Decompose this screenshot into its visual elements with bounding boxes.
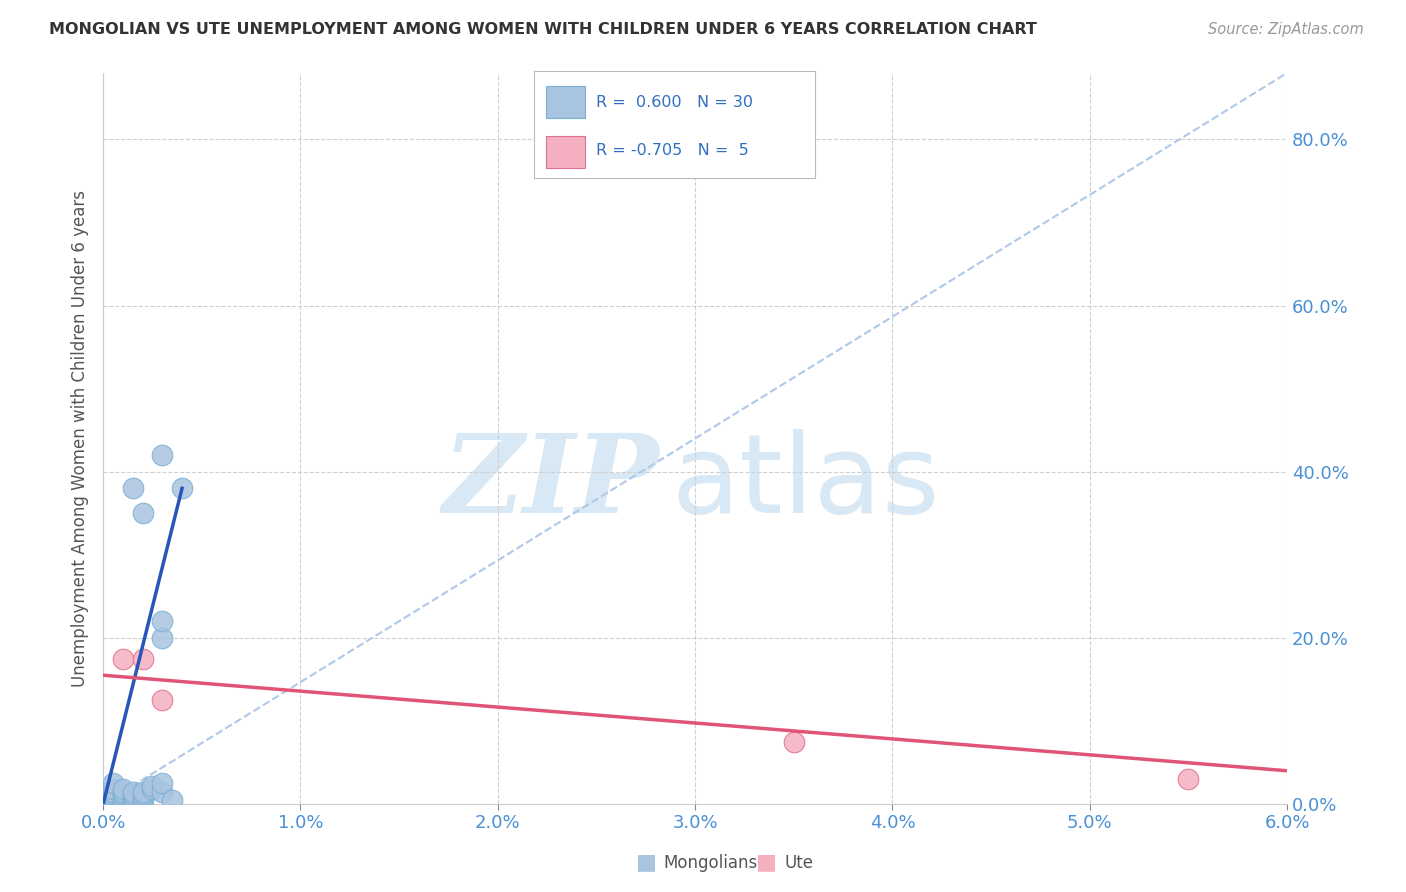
Point — [121, 793, 143, 807]
Text: R = -0.705   N =  5: R = -0.705 N = 5 — [596, 143, 749, 158]
Point — [111, 793, 134, 807]
Point — [150, 448, 173, 462]
Point — [111, 787, 134, 801]
Text: ZIP: ZIP — [443, 428, 659, 536]
Point — [170, 481, 193, 495]
Point — [783, 734, 806, 748]
Point — [150, 631, 173, 645]
Point — [121, 481, 143, 495]
Point — [131, 651, 153, 665]
Text: atlas: atlas — [672, 429, 941, 536]
Point — [111, 790, 134, 805]
Point — [150, 693, 173, 707]
Point — [150, 614, 173, 628]
Point — [150, 776, 173, 790]
Point — [121, 787, 143, 801]
Point — [150, 784, 173, 798]
Point — [101, 793, 124, 807]
Point — [141, 779, 163, 793]
Text: ■: ■ — [637, 853, 657, 872]
Point — [131, 506, 153, 520]
Text: R =  0.600   N = 30: R = 0.600 N = 30 — [596, 95, 754, 110]
Point — [1177, 772, 1199, 786]
Point — [131, 793, 153, 807]
Text: Source: ZipAtlas.com: Source: ZipAtlas.com — [1208, 22, 1364, 37]
Point — [141, 782, 163, 797]
Point — [101, 784, 124, 798]
Point — [131, 787, 153, 801]
Point — [121, 784, 143, 798]
Point — [111, 651, 134, 665]
Point — [101, 790, 124, 805]
Point — [121, 790, 143, 805]
Point — [101, 787, 124, 801]
Point — [131, 784, 153, 798]
Y-axis label: Unemployment Among Women with Children Under 6 years: Unemployment Among Women with Children U… — [72, 190, 89, 687]
Point — [101, 782, 124, 797]
FancyBboxPatch shape — [546, 87, 585, 119]
Text: Ute: Ute — [785, 855, 814, 872]
Point — [101, 776, 124, 790]
Point — [131, 790, 153, 805]
Point — [111, 782, 134, 797]
Text: Mongolians: Mongolians — [664, 855, 758, 872]
Text: ■: ■ — [756, 853, 776, 872]
FancyBboxPatch shape — [546, 136, 585, 168]
Point — [160, 793, 183, 807]
Text: MONGOLIAN VS UTE UNEMPLOYMENT AMONG WOMEN WITH CHILDREN UNDER 6 YEARS CORRELATIO: MONGOLIAN VS UTE UNEMPLOYMENT AMONG WOME… — [49, 22, 1038, 37]
Point — [111, 784, 134, 798]
